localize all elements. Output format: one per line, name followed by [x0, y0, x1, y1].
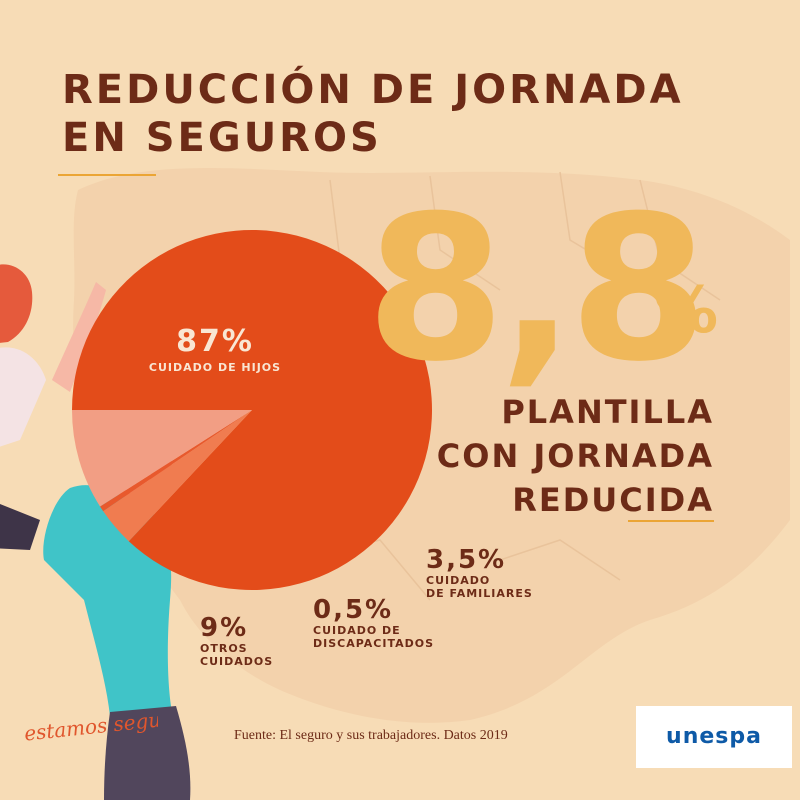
woman-left-shirt	[0, 347, 46, 447]
label-familiares-name-1: CUIDADO	[426, 574, 491, 587]
label-hijos: 87% CUIDADO DE HIJOS	[149, 324, 280, 376]
pie-slice-familiares	[103, 410, 252, 542]
woman-left-hair	[0, 264, 33, 343]
label-discap: 0,5% CUIDADO DE DISCAPACITADOS	[313, 596, 434, 650]
label-otros-name-1: OTROS	[200, 642, 248, 655]
pie-slice-discap	[100, 410, 253, 512]
headline-caption-line-2: CON JORNADA	[436, 437, 714, 475]
label-otros-name-2: CUIDADOS	[200, 655, 274, 668]
title-line-1: REDUCCIÓN DE JORNADA	[62, 67, 684, 113]
label-discap-name-2: DISCAPACITADOS	[313, 637, 435, 650]
headline-caption-line-1: PLANTILLA	[501, 393, 714, 431]
label-hijos-value: 87%	[176, 324, 254, 359]
source-note: Fuente: El seguro y sus trabajadores. Da…	[234, 728, 508, 743]
headline-caption-line-3: REDUCIDA	[512, 481, 714, 519]
unespa-logo-text: unespa	[666, 724, 762, 749]
estamos-seguros-logo-text: estamos seguros	[23, 704, 158, 746]
headline-value: 8,8	[366, 173, 708, 406]
unespa-logo[interactable]: unespa	[636, 706, 792, 768]
label-hijos-name: CUIDADO DE HIJOS	[148, 361, 282, 374]
woman-left-pants	[0, 504, 40, 550]
pie-slice-otros	[72, 410, 252, 507]
label-otros-value: 9%	[200, 613, 249, 643]
page-title: REDUCCIÓN DE JORNADA EN SEGUROS	[62, 66, 684, 162]
estamos-seguros-logo: estamos seguros	[23, 704, 158, 746]
woman-pants	[104, 706, 191, 800]
label-discap-value: 0,5%	[313, 595, 394, 625]
label-familiares-value: 3,5%	[426, 545, 507, 575]
label-familiares-name-2: DE FAMILIARES	[426, 587, 533, 600]
title-underline	[58, 174, 156, 176]
pie-slice-hijos	[72, 229, 432, 590]
title-line-2: EN SEGUROS	[62, 115, 382, 161]
headline-caption: PLANTILLA CON JORNADA REDUCIDA	[437, 390, 714, 522]
label-discap-name-1: CUIDADO DE	[313, 624, 401, 637]
woman-raised-arm	[52, 282, 106, 392]
headline-unit: %	[654, 274, 719, 348]
label-familiares: 3,5% CUIDADO DE FAMILIARES	[426, 546, 533, 600]
label-otros: 9% OTROS CUIDADOS	[200, 614, 273, 668]
headline-underline	[628, 520, 714, 522]
